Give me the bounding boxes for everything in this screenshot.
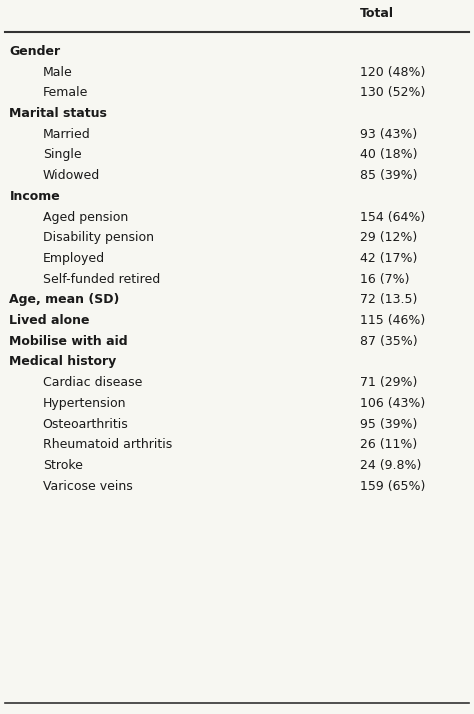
Text: 16 (7%): 16 (7%) — [360, 273, 410, 286]
Text: 120 (48%): 120 (48%) — [360, 66, 426, 79]
Text: 42 (17%): 42 (17%) — [360, 252, 418, 265]
Text: Male: Male — [43, 66, 73, 79]
Text: 26 (11%): 26 (11%) — [360, 438, 418, 451]
Text: Gender: Gender — [9, 45, 61, 58]
Text: Osteoarthritis: Osteoarthritis — [43, 418, 128, 431]
Text: 71 (29%): 71 (29%) — [360, 376, 418, 389]
Text: 95 (39%): 95 (39%) — [360, 418, 418, 431]
Text: Married: Married — [43, 128, 91, 141]
Text: 159 (65%): 159 (65%) — [360, 480, 426, 493]
Text: 87 (35%): 87 (35%) — [360, 335, 418, 348]
Text: 40 (18%): 40 (18%) — [360, 149, 418, 161]
Text: Varicose veins: Varicose veins — [43, 480, 132, 493]
Text: Age, mean (SD): Age, mean (SD) — [9, 293, 120, 306]
Text: Female: Female — [43, 86, 88, 99]
Text: Stroke: Stroke — [43, 459, 82, 472]
Text: Marital status: Marital status — [9, 107, 107, 120]
Text: 24 (9.8%): 24 (9.8%) — [360, 459, 421, 472]
Text: 154 (64%): 154 (64%) — [360, 211, 426, 223]
Text: Disability pension: Disability pension — [43, 231, 154, 244]
Text: 93 (43%): 93 (43%) — [360, 128, 418, 141]
Text: Lived alone: Lived alone — [9, 314, 90, 327]
Text: Single: Single — [43, 149, 81, 161]
Text: 72 (13.5): 72 (13.5) — [360, 293, 418, 306]
Text: Rheumatoid arthritis: Rheumatoid arthritis — [43, 438, 172, 451]
Text: Hypertension: Hypertension — [43, 397, 126, 410]
Text: Medical history: Medical history — [9, 356, 117, 368]
Text: Cardiac disease: Cardiac disease — [43, 376, 142, 389]
Text: 85 (39%): 85 (39%) — [360, 169, 418, 182]
Text: Mobilise with aid: Mobilise with aid — [9, 335, 128, 348]
Text: 29 (12%): 29 (12%) — [360, 231, 418, 244]
Text: 115 (46%): 115 (46%) — [360, 314, 426, 327]
Text: Income: Income — [9, 190, 60, 203]
Text: Widowed: Widowed — [43, 169, 100, 182]
Text: 130 (52%): 130 (52%) — [360, 86, 426, 99]
Text: Employed: Employed — [43, 252, 105, 265]
Text: 106 (43%): 106 (43%) — [360, 397, 426, 410]
Text: Total: Total — [360, 7, 394, 20]
Text: Aged pension: Aged pension — [43, 211, 128, 223]
Text: Self-funded retired: Self-funded retired — [43, 273, 160, 286]
